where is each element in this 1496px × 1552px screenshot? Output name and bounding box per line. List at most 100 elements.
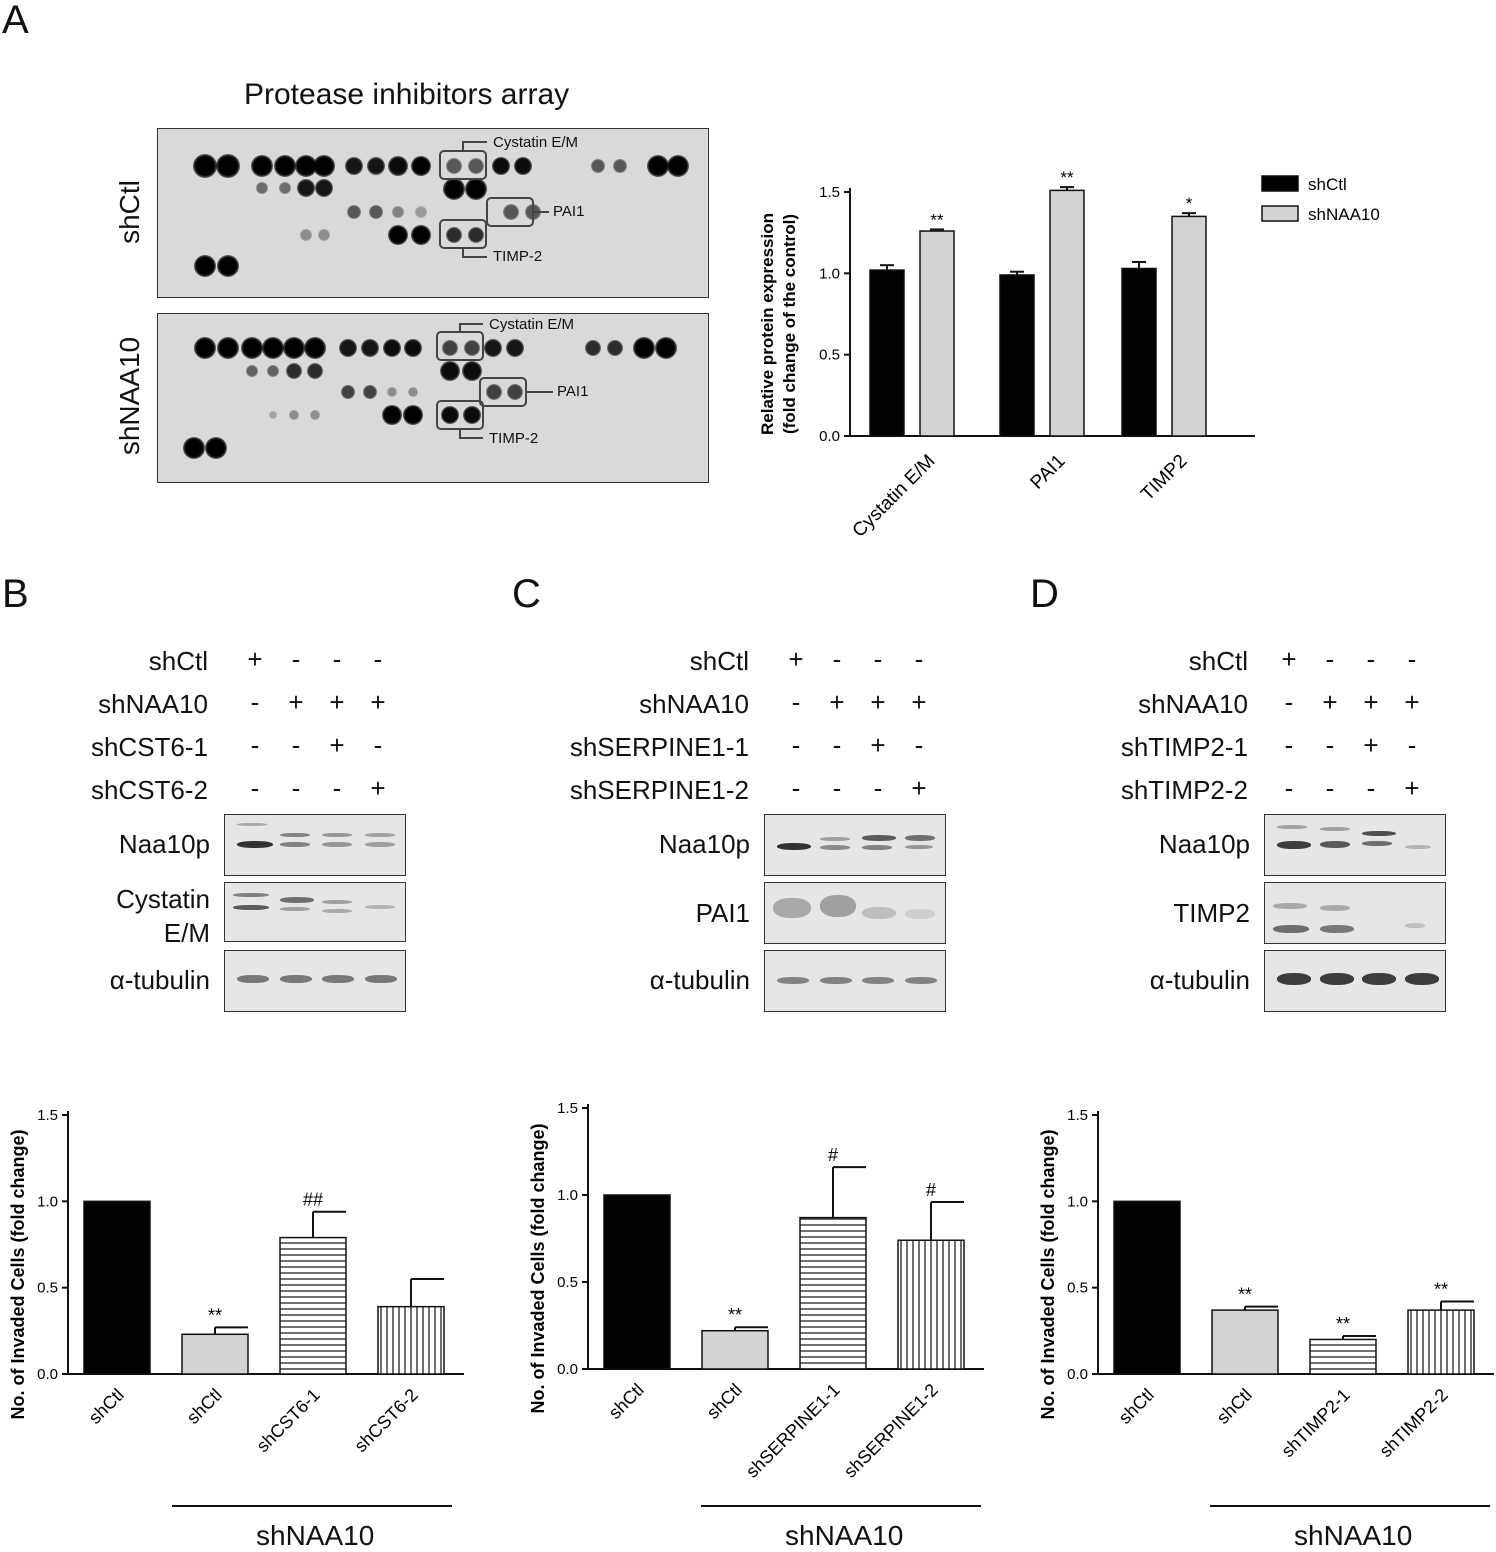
blot-band [322, 900, 352, 904]
legend-label: shNAA10 [1308, 205, 1380, 224]
blot-band [1362, 973, 1396, 985]
legend-label: shCtl [1308, 175, 1347, 194]
array-spot [408, 387, 418, 397]
y-axis-label: Relative protein expression [758, 213, 777, 435]
blot-band [365, 975, 397, 983]
condition-sign: - [1366, 773, 1376, 803]
blot-band [820, 895, 856, 917]
condition-sign: + [911, 773, 927, 803]
bar [1171, 215, 1207, 437]
condition-label: shCtl [1188, 646, 1248, 676]
array-spot [667, 155, 689, 177]
array-spot [440, 361, 460, 381]
condition-sign: - [373, 730, 383, 760]
condition-sign: - [832, 644, 842, 674]
blot-band [280, 975, 312, 983]
blot-band [905, 845, 933, 849]
blot-band [1320, 925, 1354, 933]
significance-label: # [828, 1145, 838, 1165]
panel-letter-a: A [2, 0, 29, 42]
bar [83, 1200, 151, 1375]
blot-c-pai1 [764, 882, 946, 944]
significance-label: # [926, 1180, 936, 1200]
y-tick-label: 1.0 [37, 1193, 58, 1210]
condition-sign: - [250, 687, 260, 717]
x-tick-label: shSERPINE1-1 [742, 1380, 844, 1482]
array-spot [246, 365, 258, 377]
significance-label: ## [303, 1190, 323, 1210]
array-spot [463, 406, 481, 424]
array-spot [442, 340, 458, 356]
blot-band [280, 842, 310, 847]
array-spot [462, 361, 482, 381]
array-spot [369, 205, 383, 219]
condition-label: shNAA10 [98, 689, 208, 719]
array-spot [286, 363, 302, 379]
bar [1407, 1309, 1475, 1375]
array-spot [647, 155, 669, 177]
array-spot [300, 229, 312, 241]
array-spot [585, 340, 601, 356]
blot-b-tubulin [224, 950, 406, 1012]
array-spot [506, 339, 524, 357]
array-spot [217, 337, 239, 359]
blot-label-b-naa10p: Naa10p [118, 829, 210, 859]
array-spot [486, 384, 502, 400]
x-tick-label: TIMP2 [1137, 451, 1191, 505]
blot-band [862, 977, 894, 984]
condition-sign: - [291, 730, 301, 760]
blot-band [322, 842, 352, 847]
blot-band [1320, 905, 1350, 911]
blot-band [1405, 845, 1431, 849]
condition-label: shCST6-1 [90, 732, 208, 762]
x-tick-label: shCST6-1 [252, 1385, 323, 1456]
blot-band [820, 845, 850, 850]
array-spot [446, 158, 462, 174]
blot-label-c-tubulin: α-tubulin [649, 965, 750, 995]
condition-sign: - [332, 773, 342, 803]
bar [1309, 1338, 1377, 1375]
blot-band [777, 977, 809, 984]
array-spot [507, 384, 523, 400]
legend-swatch [1261, 205, 1299, 222]
array-spot [492, 157, 510, 175]
array-membrane-shnaa10 [157, 313, 709, 483]
blot-label-d-tubulin: α-tubulin [1149, 965, 1250, 995]
group-line-c [701, 1505, 981, 1507]
condition-sign: - [791, 773, 801, 803]
blot-label-b-cystatin: Cystatin E/M [116, 884, 210, 948]
array-spot [205, 437, 227, 459]
array-spot [361, 339, 379, 357]
significance-label: ** [1434, 1279, 1448, 1299]
x-tick-label: shTIMP2-1 [1277, 1385, 1353, 1461]
blot-d-timp2 [1264, 882, 1446, 944]
group-label-b: shNAA10 [256, 1520, 375, 1551]
array-row-label-shctl: shCtl [114, 180, 145, 244]
significance-label: ** [1336, 1314, 1350, 1334]
condition-sign: + [870, 730, 886, 760]
array-spot [310, 410, 320, 420]
blot-band [1405, 923, 1425, 928]
blot-band [905, 835, 935, 841]
array-spot [403, 405, 423, 425]
callout-timp2-top: TIMP-2 [493, 248, 543, 265]
blot-band [322, 909, 352, 913]
condition-sign: + [370, 773, 386, 803]
blot-band [773, 898, 811, 918]
blot-band [365, 905, 395, 909]
condition-sign: - [1284, 773, 1294, 803]
bar [279, 1236, 347, 1375]
x-tick-label: shCST6-2 [350, 1385, 421, 1456]
chart-a: 0.0 0.5 1.0 1.5 Relative protein expression(… [758, 168, 1380, 542]
condition-sign: + [1363, 687, 1379, 717]
blot-band [820, 977, 852, 984]
array-spot [307, 363, 323, 379]
x-tick-label: shTIMP2-2 [1375, 1385, 1451, 1461]
blot-band [280, 833, 310, 837]
array-spot [339, 339, 357, 357]
blot-band [280, 897, 314, 903]
blot-band [365, 833, 395, 837]
array-spot [217, 255, 239, 277]
array-spot [341, 385, 355, 399]
array-spot [388, 156, 408, 176]
